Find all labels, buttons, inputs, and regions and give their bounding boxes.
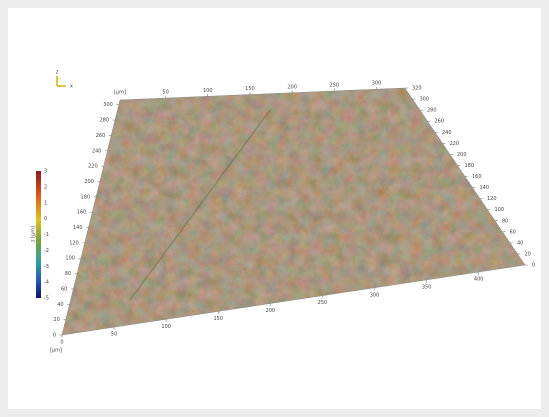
tick-label: 100 (65, 256, 75, 262)
tick-label: 140 (73, 225, 83, 231)
tick-label: 60 (61, 286, 67, 292)
tick-label: 250 (318, 300, 328, 306)
colorbar-tick-label: -4 (44, 280, 49, 286)
colorbar-tick-label: -3 (44, 264, 49, 270)
tick-label: 100 (495, 207, 505, 213)
tick-label: 220 (88, 164, 98, 170)
tick-label: 200 (84, 179, 94, 185)
colorbar-tick-label: 0 (44, 216, 47, 222)
tick-label: 260 (435, 119, 445, 125)
colorbar-label: z [µm] (31, 226, 37, 242)
x-label: x (70, 84, 73, 90)
colorbar-tick-label: 3 (44, 169, 47, 175)
tick-label: 120 (487, 196, 497, 202)
tick-label: 0 (53, 333, 56, 339)
colorbar-tick-label: 2 (44, 184, 47, 190)
tick-label: 320 (412, 86, 422, 92)
tick-label: 280 (427, 108, 437, 114)
colorbar-tick-label: -5 (44, 296, 49, 302)
tick-label: 0 (60, 340, 63, 346)
tick-label: 0 (532, 263, 535, 269)
tick-label: 50 (162, 90, 168, 96)
tick-label: 100 (203, 88, 213, 94)
tick-label: 150 (245, 86, 255, 92)
tick-label: 280 (100, 118, 110, 124)
z-label: z (56, 70, 59, 76)
colorbar-tick-label: -2 (44, 248, 49, 254)
tick-label: 260 (96, 133, 106, 139)
tick-label: 180 (465, 163, 475, 169)
tick-label: 60 (510, 229, 516, 235)
tick-label: 200 (457, 152, 467, 158)
tick-label: 300 (103, 102, 113, 108)
tick-label: 80 (502, 218, 508, 224)
tick-label: 400 (474, 277, 484, 283)
tick-label: 200 (266, 308, 276, 314)
tick-label: 140 (480, 185, 490, 191)
tick-label: 150 (213, 316, 223, 322)
tick-label: 240 (442, 130, 452, 136)
tick-label: 80 (65, 271, 71, 277)
colorbar-tick-label: -1 (44, 232, 49, 238)
tick-label: 160 (77, 210, 87, 216)
tick-label: 50 (111, 332, 117, 338)
tick-label: 160 (472, 174, 482, 180)
tick-label: 40 (57, 302, 63, 308)
tick-label: 20 (525, 251, 531, 257)
colorbar-tick-label: 1 (44, 200, 47, 206)
screenshot: z x z [µm] [µm] [µm] 5010015020025030002… (0, 0, 549, 417)
tick-label: 250 (330, 82, 340, 88)
tick-label: 200 (287, 84, 297, 90)
tick-label: 220 (450, 141, 460, 147)
tick-label: 40 (517, 240, 523, 246)
tick-label: 300 (420, 97, 430, 103)
tick-label: 120 (69, 240, 79, 246)
colorbar (36, 171, 41, 298)
tick-label: 300 (370, 292, 380, 298)
tick-label: 300 (372, 81, 382, 87)
axis-indicator: z x (56, 70, 73, 90)
tick-label: 100 (161, 324, 171, 330)
tick-label: 20 (53, 317, 59, 323)
tick-label: 240 (92, 148, 102, 154)
tick-label: 180 (81, 194, 91, 200)
back-axis-unit: [µm] (114, 90, 126, 96)
tick-label: 350 (422, 284, 432, 290)
left-axis-unit: [µm] (50, 348, 62, 354)
